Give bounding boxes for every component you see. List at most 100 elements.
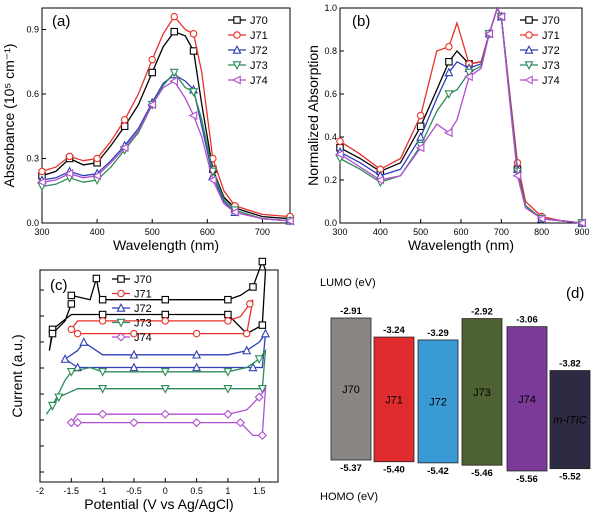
legend-marker-J73	[524, 61, 534, 71]
data-point-J71	[98, 317, 107, 325]
data-point-J74	[73, 418, 83, 428]
data-point-J74	[284, 216, 294, 226]
panel-label: (c)	[50, 277, 68, 294]
legend-marker-J70	[117, 275, 125, 283]
data-point-J74	[207, 175, 217, 185]
x-tick-label: 500	[413, 227, 428, 237]
data-point-J73	[98, 384, 108, 394]
data-point-J70	[98, 295, 107, 304]
legend-marker-J72	[232, 44, 242, 54]
x-tick-label: -0.5	[126, 486, 142, 496]
x-tick-label: 700	[255, 227, 270, 237]
data-point-J71	[224, 317, 232, 325]
data-point-J74	[415, 143, 425, 153]
bar-label: J74	[518, 394, 536, 406]
data-point-J70	[258, 321, 267, 329]
data-point-J74	[64, 169, 74, 179]
x-tick-label: 400	[90, 227, 105, 237]
data-point-J70	[189, 47, 198, 55]
data-point-J70	[249, 283, 257, 291]
homo-value: -5.52	[559, 472, 581, 483]
y-axis-label: Current (a.u.)	[9, 334, 25, 417]
plot-frame	[39, 269, 279, 483]
data-point-J72	[248, 362, 258, 372]
data-point-J74	[129, 418, 139, 428]
y-tick-label: 0.0	[324, 218, 337, 228]
data-point-J74	[375, 175, 385, 185]
x-tick-label: 400	[373, 227, 388, 237]
data-point-J71	[65, 152, 74, 161]
data-point-J72	[60, 354, 70, 363]
legend-label: J70	[134, 274, 152, 286]
data-point-J73	[54, 393, 64, 403]
legend-label: J74	[542, 75, 560, 87]
data-point-J70	[48, 329, 57, 338]
homo-value: -5.56	[516, 474, 538, 485]
data-point-J70	[224, 295, 232, 304]
data-point-J74	[443, 128, 453, 138]
y-tick-label: 0.3	[26, 154, 39, 164]
data-point-J71	[67, 325, 76, 334]
homo-value: -5.42	[427, 466, 449, 477]
data-point-J70	[445, 57, 453, 66]
data-point-J71	[416, 111, 425, 120]
energy-bar-J73	[461, 318, 503, 466]
y-tick-label: 0.9	[26, 25, 39, 35]
legend-label: J73	[134, 318, 152, 330]
data-point-J73	[160, 368, 170, 377]
data-point-J72	[79, 337, 89, 346]
x-tick-label: 0.5	[190, 486, 203, 496]
series-line-J72	[64, 331, 267, 369]
lumo-value: -3.06	[516, 315, 538, 326]
legend-marker-J71	[117, 289, 125, 298]
data-point-J71	[242, 329, 251, 338]
data-point-J71	[148, 55, 156, 64]
series-line-J74	[41, 80, 291, 222]
data-point-J71	[130, 329, 138, 338]
data-point-J74	[235, 418, 245, 428]
legend-label: J73	[542, 60, 560, 72]
panel-b-normalized-absorption-chart: 300 400 500 600 700 800 900 0.0 0.2 0.4 0.6 0.8 1.0 W…	[305, 3, 590, 253]
data-point-J73	[160, 384, 170, 394]
legend-label: J73	[250, 60, 268, 72]
lumo-value: -2.92	[471, 307, 493, 318]
panel-d-energy-level-diagram: LUMO (eV) HOMO (eV) (d) -2.91 -5.37 J70 -3.24 -…	[320, 277, 591, 503]
series-line-J72	[41, 73, 291, 222]
data-point-J74	[334, 149, 344, 159]
data-point-J73	[169, 68, 179, 78]
data-point-J74	[92, 171, 101, 181]
y-tick-label: 0.4	[324, 132, 337, 142]
panel-label: (b)	[352, 13, 370, 30]
data-point-J74	[536, 214, 546, 224]
x-axis-label: Potential (V vs Ag/AgCl)	[84, 496, 233, 512]
data-point-J73	[98, 368, 108, 377]
legend-marker-J74	[523, 75, 533, 85]
data-point-J72	[129, 349, 139, 359]
data-point-J74	[484, 29, 493, 39]
x-axis-label: Wavelength (nm)	[113, 237, 219, 253]
lumo-value: -3.29	[427, 328, 449, 339]
data-point-J72	[242, 345, 252, 355]
series-line-J74	[70, 386, 267, 437]
data-point-J70	[67, 291, 76, 300]
data-point-J74	[576, 218, 586, 228]
legend-marker-J74	[116, 332, 126, 342]
data-point-J73	[66, 368, 76, 377]
data-point-J70	[170, 27, 179, 36]
lumo-value: -3.82	[559, 359, 581, 370]
legend-label: J71	[250, 30, 268, 42]
lumo-value: -2.91	[340, 306, 362, 317]
energy-bar-J74	[506, 326, 548, 472]
legend-label: J71	[134, 289, 152, 301]
x-tick-label: 1.5	[253, 486, 266, 496]
legend-marker-J74	[231, 75, 241, 85]
series-line-J70	[41, 30, 291, 220]
data-point-J70	[98, 310, 107, 319]
data-point-J71	[189, 30, 198, 38]
panel-label: (a)	[52, 13, 70, 30]
lumo-axis-label: LUMO (eV)	[320, 277, 376, 289]
legend-marker-J71	[525, 31, 533, 39]
data-point-J74	[512, 171, 522, 181]
legend-label: J74	[134, 332, 152, 344]
x-tick-label: 300	[332, 227, 347, 237]
